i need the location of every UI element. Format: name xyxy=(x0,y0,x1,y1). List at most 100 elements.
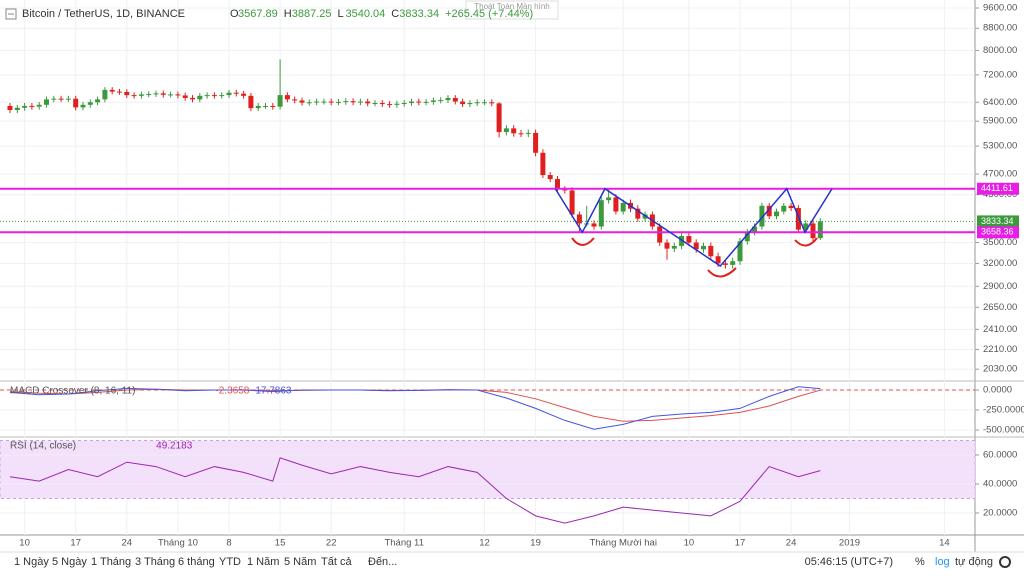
range-button[interactable]: 1 Tháng xyxy=(91,556,131,568)
candle-body xyxy=(226,92,232,96)
candle-body xyxy=(452,97,458,102)
candle-body xyxy=(379,102,385,105)
price-label-box xyxy=(977,226,1019,239)
x-tick-label: Tháng 11 xyxy=(384,538,423,549)
candle-body xyxy=(438,100,444,102)
ohlc-value: 3833.34 xyxy=(399,8,439,20)
candle-body xyxy=(664,242,670,249)
candle-body xyxy=(533,132,539,153)
range-button[interactable]: 1 Năm xyxy=(247,556,279,568)
candle-body xyxy=(58,98,64,100)
candle-body xyxy=(569,190,575,215)
price-change: +265.45 (+7.44%) xyxy=(445,8,533,20)
range-button[interactable]: 5 Ngày xyxy=(52,556,87,568)
candle-body xyxy=(766,205,772,217)
candle-body xyxy=(248,95,254,109)
candle-body xyxy=(394,103,400,105)
y-tick-label: 40.0000 xyxy=(983,478,1017,489)
x-tick-label: 19 xyxy=(530,538,541,549)
candle-body xyxy=(686,236,692,243)
candle-body xyxy=(197,95,203,100)
settings-icon[interactable] xyxy=(999,556,1011,568)
price-label-box xyxy=(977,182,1019,195)
candle-body xyxy=(409,101,414,103)
candle-body xyxy=(795,208,801,230)
candle-body xyxy=(306,102,312,104)
scale-option[interactable]: % xyxy=(915,556,925,568)
candle-body xyxy=(715,256,721,264)
candle-body xyxy=(44,99,49,105)
price-label: 3658.36 xyxy=(981,227,1014,237)
range-button[interactable]: Đến... xyxy=(368,556,397,568)
candle-body xyxy=(241,93,247,96)
candle-body xyxy=(693,242,699,250)
candle-body xyxy=(102,89,108,100)
candle-body xyxy=(343,101,349,103)
scale-option[interactable]: log xyxy=(935,556,950,568)
candle-body xyxy=(14,107,20,111)
y-tick-label: 3500.00 xyxy=(983,237,1017,248)
candle-body xyxy=(175,94,181,96)
range-button[interactable]: 5 Năm xyxy=(284,556,316,568)
candle-body xyxy=(270,105,276,107)
candle-body xyxy=(65,98,71,100)
y-tick-label: 3200.00 xyxy=(983,258,1017,269)
candle-body xyxy=(606,197,612,201)
candle-body xyxy=(722,263,728,265)
range-button[interactable]: YTD xyxy=(219,556,241,568)
range-button[interactable]: 1 Ngày xyxy=(14,556,49,568)
y-tick-label: 4700.00 xyxy=(983,169,1017,180)
candle-body xyxy=(401,102,407,104)
price-label: 4411.61 xyxy=(981,183,1013,193)
candle-body xyxy=(540,152,546,176)
candle-body xyxy=(423,101,429,103)
scale-option[interactable]: tự động xyxy=(955,556,993,568)
candle-body xyxy=(182,95,188,98)
candle-body xyxy=(117,91,122,93)
candle-body xyxy=(299,100,305,103)
candle-body xyxy=(759,205,765,227)
candle-body xyxy=(744,232,750,242)
candle-body xyxy=(36,104,42,107)
x-tick-label: Tháng Mười hai xyxy=(589,538,657,549)
ohlc-label: C xyxy=(391,8,399,20)
candle-body xyxy=(131,95,137,97)
range-button[interactable]: 3 Tháng xyxy=(135,556,175,568)
collapse-icon[interactable] xyxy=(5,8,17,20)
y-tick-label: 5900.00 xyxy=(983,116,1017,127)
candle-body xyxy=(460,101,466,105)
indicator-line xyxy=(9,386,821,430)
x-tick-label: 10 xyxy=(684,538,695,549)
tooltip: Thoát Toàn Màn hình xyxy=(474,2,549,11)
candle-body xyxy=(613,197,619,212)
candle-body xyxy=(416,101,422,103)
y-tick-label: 60.0000 xyxy=(983,449,1017,460)
y-tick-label: -250.0000 xyxy=(983,405,1024,416)
tooltip-box xyxy=(465,0,559,20)
y-tick-label: 2900.00 xyxy=(983,281,1017,292)
candle-body xyxy=(255,105,261,109)
y-tick-label: 2210.00 xyxy=(983,344,1017,355)
range-button[interactable]: Tất cả xyxy=(321,556,352,568)
candle-body xyxy=(95,99,101,103)
range-button[interactable]: 6 tháng xyxy=(178,556,215,568)
candle-body xyxy=(591,223,597,227)
candle-body xyxy=(598,200,604,227)
candle-body xyxy=(525,132,531,134)
candle-body xyxy=(146,94,152,96)
candle-body xyxy=(211,95,217,97)
pattern-arc xyxy=(794,237,818,247)
candle-body xyxy=(314,101,320,103)
ohlc-label: H xyxy=(284,8,292,20)
indicator-title: RSI (14, close) xyxy=(10,441,76,452)
candle-body xyxy=(547,175,553,180)
ohlc-label: L xyxy=(338,8,344,20)
ohlc-value: 3540.04 xyxy=(346,8,386,20)
y-tick-label: 2410.00 xyxy=(983,324,1017,335)
x-tick-label: 2019 xyxy=(839,538,860,549)
candle-body xyxy=(22,105,28,108)
candle-body xyxy=(511,128,517,134)
indicator-line xyxy=(9,457,821,524)
ohlc-value: 3887.25 xyxy=(292,8,332,20)
